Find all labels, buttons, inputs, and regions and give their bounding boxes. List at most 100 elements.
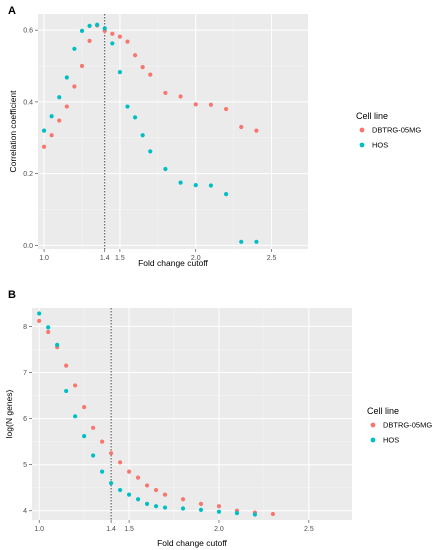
data-point-dbtrg-05mg	[193, 102, 198, 107]
y-tick-label: 5	[23, 462, 27, 469]
panel-label: B	[8, 289, 16, 301]
data-point-dbtrg-05mg	[270, 511, 275, 517]
data-point-hos	[46, 325, 51, 330]
data-point-hos	[254, 239, 259, 244]
data-point-hos	[64, 388, 69, 394]
data-point-hos	[109, 481, 114, 486]
x-tick-label: 1.0	[39, 255, 49, 262]
y-axis-title: Correlation coefficient	[8, 90, 18, 173]
data-point-hos	[82, 434, 87, 439]
data-point-dbtrg-05mg	[254, 128, 259, 133]
data-point-dbtrg-05mg	[223, 106, 229, 112]
data-point-dbtrg-05mg	[125, 39, 130, 44]
data-point-hos	[117, 487, 123, 493]
data-point-hos	[148, 149, 153, 154]
data-point-hos	[223, 192, 229, 197]
x-tick-label: 1.4	[106, 526, 116, 533]
data-point-dbtrg-05mg	[49, 133, 54, 138]
plot-background	[32, 308, 352, 520]
data-point-hos	[252, 512, 258, 517]
data-point-dbtrg-05mg	[132, 53, 138, 58]
x-tick-label: 1.0	[34, 526, 44, 533]
x-axis-title: Fold change cutoff	[138, 258, 208, 268]
data-point-dbtrg-05mg	[64, 363, 69, 368]
data-point-dbtrg-05mg	[87, 38, 92, 44]
data-point-hos	[117, 70, 123, 75]
legend-swatch	[359, 127, 365, 133]
data-point-hos	[125, 104, 130, 109]
data-point-hos	[100, 469, 105, 474]
data-point-hos	[234, 510, 240, 516]
data-point-hos	[102, 26, 107, 31]
data-point-hos	[126, 492, 132, 497]
data-point-dbtrg-05mg	[41, 144, 47, 149]
chart-panel-b: B 4 5 6 7 8 1.0 1.4 1.5 2.0 2.5 Fold change cutoff l…	[4, 289, 432, 548]
data-point-dbtrg-05mg	[46, 329, 51, 335]
y-tick-label: 0.4	[23, 99, 33, 106]
data-point-hos	[144, 501, 150, 506]
data-point-dbtrg-05mg	[148, 72, 153, 77]
data-point-hos	[79, 28, 85, 33]
legend-label: DBTRG-05MG	[372, 126, 421, 135]
data-point-dbtrg-05mg	[180, 497, 186, 502]
legend-label: DBTRG-05MG	[383, 421, 432, 430]
data-point-dbtrg-05mg	[239, 124, 244, 130]
y-tick-label: 0.2	[23, 171, 33, 178]
data-point-dbtrg-05mg	[110, 31, 115, 36]
y-axis-title: log(N genes)	[4, 390, 14, 439]
data-point-hos	[73, 414, 78, 419]
legend-label: HOS	[372, 141, 388, 150]
data-point-dbtrg-05mg	[126, 469, 132, 474]
data-point-hos	[163, 166, 168, 172]
x-tick-label: 2.0	[214, 526, 224, 533]
data-point-hos	[193, 183, 198, 188]
data-point-dbtrg-05mg	[208, 102, 214, 107]
legend-title: Cell line	[367, 406, 399, 416]
data-point-dbtrg-05mg	[162, 492, 168, 497]
data-point-hos	[132, 115, 138, 120]
data-point-hos	[239, 239, 244, 244]
y-tick-label: 7	[23, 370, 27, 377]
x-tick-label: 2.5	[304, 526, 314, 533]
data-point-dbtrg-05mg	[216, 504, 222, 509]
data-point-dbtrg-05mg	[73, 383, 78, 388]
data-point-dbtrg-05mg	[100, 439, 105, 444]
data-point-dbtrg-05mg	[37, 318, 42, 324]
chart-panel-a: A 0.0 0.2 0.4 0.6 1.0 1.4 1.5 2.0 2.5 Fold change …	[8, 5, 421, 268]
data-point-hos	[198, 507, 204, 512]
data-point-hos	[180, 506, 186, 511]
x-axis-title: Fold change cutoff	[157, 538, 227, 548]
data-point-hos	[216, 509, 222, 514]
data-point-hos	[55, 342, 60, 347]
data-point-hos	[64, 75, 69, 80]
y-tick-label: 0.6	[23, 28, 33, 35]
data-point-hos	[91, 453, 96, 458]
data-point-hos	[162, 505, 168, 510]
legend-title: Cell line	[356, 111, 388, 121]
data-point-hos	[72, 46, 77, 51]
x-tick-label: 1.4	[100, 255, 110, 262]
data-point-dbtrg-05mg	[198, 501, 204, 506]
legend-label: HOS	[383, 436, 399, 445]
y-tick-label: 6	[23, 416, 27, 423]
data-point-hos	[49, 114, 54, 119]
data-point-hos	[208, 183, 214, 188]
data-point-dbtrg-05mg	[135, 475, 141, 480]
data-point-hos	[135, 497, 141, 502]
x-tick-label: 1.5	[115, 255, 125, 262]
data-point-hos	[178, 180, 183, 185]
data-point-dbtrg-05mg	[57, 118, 62, 123]
data-point-dbtrg-05mg	[140, 64, 145, 70]
data-point-hos	[153, 504, 159, 509]
data-point-hos	[87, 23, 92, 28]
data-point-hos	[37, 311, 42, 316]
y-tick-label: 0.0	[23, 243, 33, 250]
data-point-dbtrg-05mg	[109, 451, 114, 456]
data-point-dbtrg-05mg	[178, 94, 183, 99]
data-point-dbtrg-05mg	[117, 34, 123, 39]
legend: Cell line DBTRG-05MG HOS	[367, 406, 432, 445]
legend-swatch	[359, 142, 365, 148]
data-point-hos	[140, 133, 145, 138]
data-point-dbtrg-05mg	[64, 104, 69, 109]
